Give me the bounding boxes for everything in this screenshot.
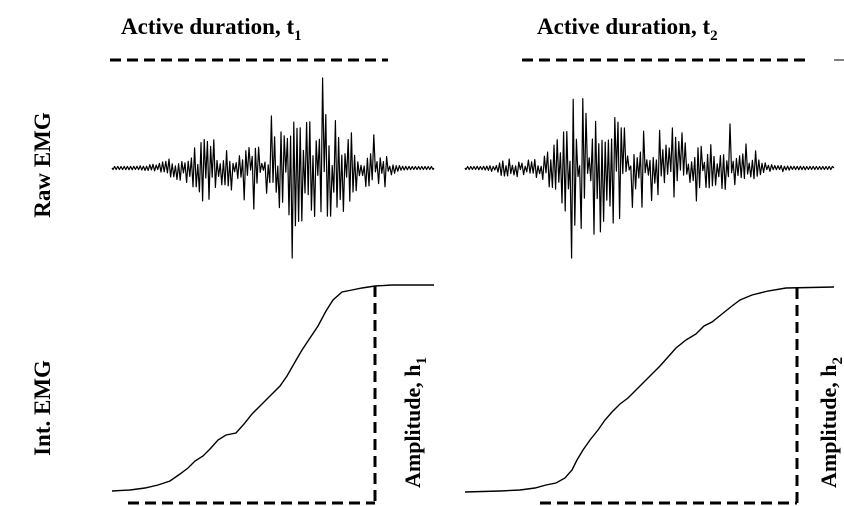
right-title: Active duration, t2 <box>537 14 718 44</box>
right-title-text: Active duration, t <box>537 14 710 39</box>
right-amplitude-text: Amplitude, h <box>816 365 841 488</box>
raw-emg-trace-right <box>464 98 835 259</box>
left-title-subscript: 1 <box>294 28 302 44</box>
left-amplitude-text: Amplitude, h <box>400 365 425 488</box>
raw-emg-row-label: Raw EMG <box>30 112 55 218</box>
int-emg-curve-right <box>464 286 835 493</box>
right-amplitude-subscript: 2 <box>830 357 844 365</box>
left-amplitude-subscript: 1 <box>414 357 430 365</box>
raw-emg-waveform-right <box>464 98 835 259</box>
right-amplitude-label: Amplitude, h2 <box>816 357 844 488</box>
int-emg-row-label: Int. EMG <box>30 360 55 456</box>
right-title-subscript: 2 <box>710 28 718 44</box>
left-amplitude-label: Amplitude, h1 <box>400 357 430 488</box>
int-emg-curve-left <box>111 284 434 492</box>
raw-emg-trace-left <box>111 77 435 259</box>
left-title-text: Active duration, t <box>121 14 294 39</box>
raw-emg-waveform-left <box>111 77 435 259</box>
left-title: Active duration, t1 <box>121 14 302 44</box>
